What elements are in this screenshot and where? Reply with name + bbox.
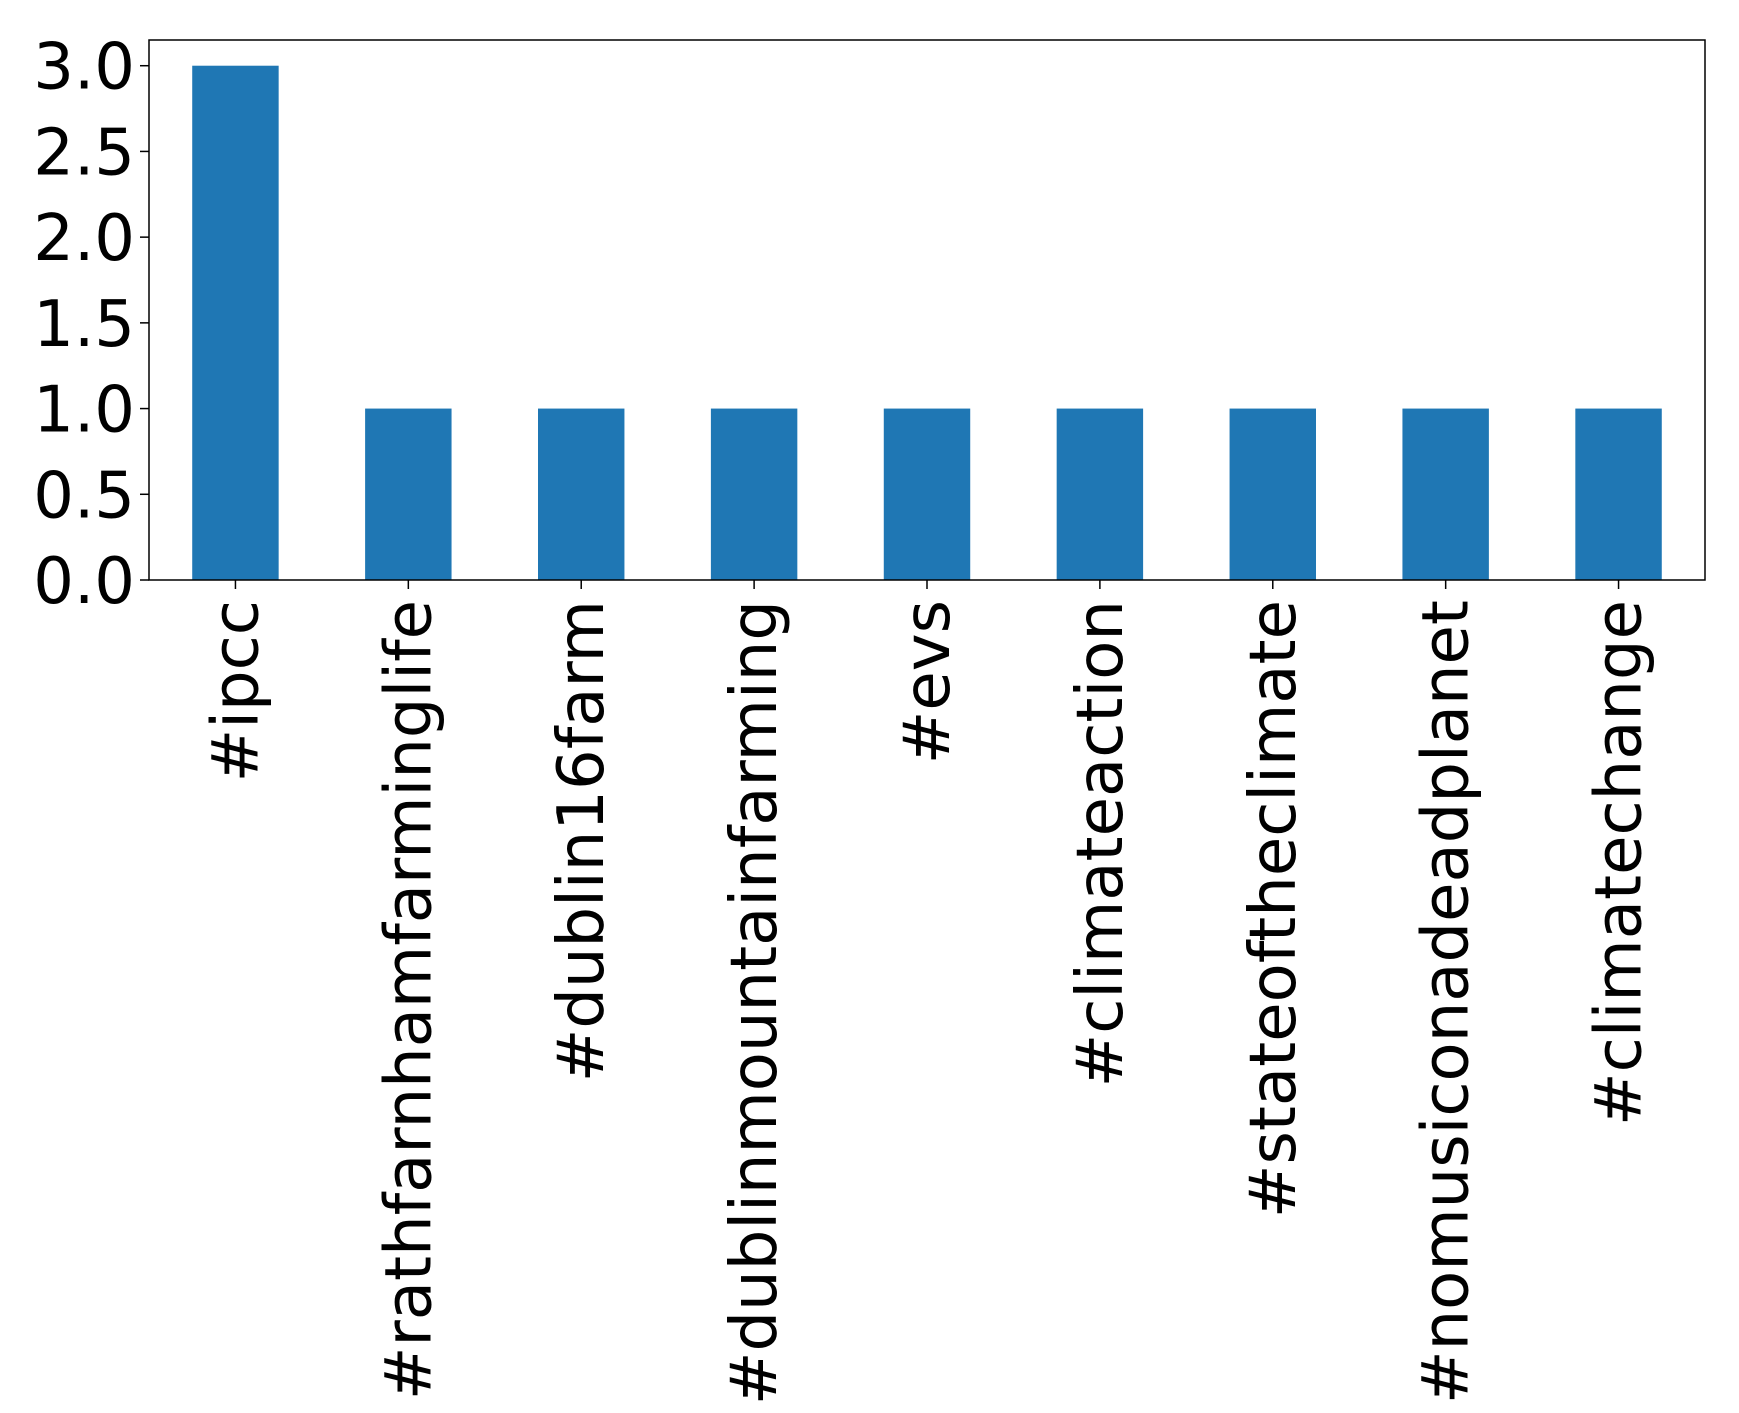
x-tick-label: #stateoftheclimate — [1237, 600, 1311, 1218]
x-tick-label: #dublinmountainfarming — [718, 600, 792, 1405]
bar-stateoftheclimate — [1229, 408, 1316, 580]
x-tick-label: #climatechange — [1583, 600, 1657, 1126]
bar-dublinmountainfarming — [710, 408, 798, 580]
y-tick-label: 3.0 — [33, 31, 135, 105]
x-tick-label: #climateaction — [1064, 600, 1138, 1087]
bar-nomusiconadeadplanet — [1402, 408, 1489, 580]
bar-dublin16farm — [538, 408, 625, 580]
bar-evs — [883, 408, 971, 580]
x-tick-label: #evs — [891, 600, 965, 764]
x-tick-label: #nomusiconadeadplanet — [1410, 600, 1484, 1404]
x-axis: #ipcc #rathfarnhamfarminglife #dublin16far… — [199, 580, 1657, 1405]
bar-ipcc — [192, 65, 279, 580]
y-tick-label: 0.0 — [33, 545, 135, 619]
x-tick-label: #dublin16farm — [545, 600, 619, 1082]
y-tick-label: 1.5 — [33, 288, 135, 362]
bars-group — [192, 65, 1662, 580]
x-tick-label: #rathfarnhamfarminglife — [372, 600, 446, 1400]
y-tick-label: 2.5 — [33, 116, 135, 190]
x-tick-label: #ipcc — [199, 600, 273, 782]
bar-rathfarnhamfarminglife — [365, 408, 452, 580]
y-axis: 0.0 0.5 1.0 1.5 2.0 2.5 3.0 — [33, 31, 149, 619]
bar-climateaction — [1056, 408, 1144, 580]
y-tick-label: 2.0 — [33, 202, 135, 276]
y-tick-label: 1.0 — [33, 374, 135, 448]
y-tick-label: 0.5 — [33, 459, 135, 533]
bar-climatechange — [1575, 408, 1662, 580]
